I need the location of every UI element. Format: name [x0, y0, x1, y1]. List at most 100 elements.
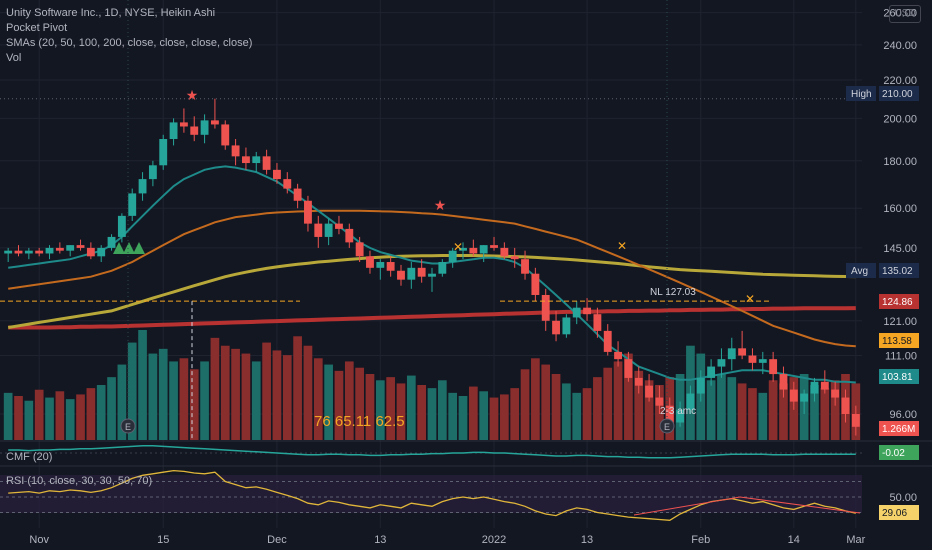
volume-bar — [531, 358, 540, 440]
candle-body — [676, 409, 685, 423]
volume-bar — [644, 380, 654, 440]
volume-bar — [386, 377, 395, 440]
rsi-tick-label: 50.00 — [889, 492, 917, 504]
cmf-tag: -0.02 — [882, 448, 905, 459]
price-tick-label: 96.00 — [889, 409, 917, 421]
candle-body — [304, 200, 312, 224]
candle-body — [345, 228, 354, 243]
candle-body — [707, 366, 716, 378]
candle-body — [562, 317, 571, 335]
candle-body — [355, 242, 364, 257]
time-tick-label: Feb — [691, 534, 710, 546]
cmf-tag-bg — [879, 445, 919, 460]
volume-bar — [220, 345, 230, 440]
volume-bar — [541, 364, 551, 440]
candle-body — [614, 351, 623, 360]
time-tick-label: 13 — [581, 534, 593, 546]
time-tick-label: 13 — [374, 534, 386, 546]
volume-bar — [355, 367, 364, 440]
candle-body — [97, 247, 106, 257]
volume-bar — [65, 399, 75, 440]
volume-bar — [189, 369, 199, 440]
candles — [4, 98, 860, 436]
volume-bar — [282, 355, 292, 440]
earnings-letter: E — [664, 422, 670, 432]
candle-body — [35, 250, 44, 254]
volume-bar — [820, 388, 830, 440]
volume-bar — [303, 345, 313, 440]
legend-indicator-vol[interactable]: Vol — [6, 52, 22, 64]
volume-bar — [96, 385, 106, 440]
sma20-tag-bg — [879, 369, 919, 384]
volume-bar — [334, 370, 344, 440]
volume-bar — [779, 383, 788, 440]
candle-body — [851, 414, 860, 427]
candle-body — [14, 250, 23, 254]
price-axis[interactable]: 260.00 240.00 220.00 200.00 180.00 160.00 145.… — [883, 8, 917, 421]
candle-body — [521, 259, 529, 274]
volume-bar — [200, 361, 209, 440]
overlay-numbers: 76 65.11 62.5 — [314, 413, 405, 430]
high-tag: 210.00 — [882, 89, 913, 100]
candle-body — [273, 169, 281, 180]
volume-bar — [86, 388, 96, 440]
star-marker: ★ — [434, 197, 447, 213]
candle-body — [86, 247, 95, 257]
time-tick-label: 2022 — [482, 534, 506, 546]
volume-bar — [344, 361, 354, 440]
volume-bar — [469, 386, 478, 440]
cross-marker: ✕ — [745, 292, 755, 306]
candle-body — [169, 122, 178, 140]
candle-body — [241, 156, 250, 164]
candle-body — [510, 256, 519, 260]
volume-bar — [489, 397, 499, 440]
candle-body — [552, 320, 560, 335]
volume-bar — [706, 380, 716, 440]
volume-tag: 1.266M — [882, 424, 915, 435]
legend-indicator-smas[interactable]: SMAs (20, 50, 100, 200, close, close, cl… — [6, 37, 253, 49]
candle-body — [583, 307, 591, 315]
candle-body — [148, 165, 157, 180]
price-tick-label: 121.00 — [883, 316, 917, 328]
time-axis[interactable]: Nov 15 Dec 13 2022 13 Feb 14 Mar — [29, 534, 865, 546]
price-tick-label: 220.00 — [883, 75, 917, 87]
nl-label: NL 127.03 — [650, 287, 696, 298]
candle-body — [500, 247, 509, 257]
volume-bar — [76, 394, 85, 440]
rsi-tag: 29.06 — [882, 508, 907, 519]
candle-body — [262, 156, 271, 170]
avg-tag-bg — [879, 263, 919, 278]
time-tick-label: 15 — [157, 534, 169, 546]
volume-bar — [737, 383, 747, 440]
volume-bar — [603, 367, 613, 440]
volume-bar — [448, 392, 458, 440]
candle-body — [4, 250, 13, 254]
volume-tag-bg — [879, 421, 919, 436]
candle-body — [841, 397, 850, 415]
volume-bar — [375, 380, 385, 440]
candle-body — [490, 245, 498, 248]
candle-body — [459, 247, 467, 251]
volume-bar — [158, 348, 168, 440]
volume-bar — [830, 380, 840, 440]
legend-indicator-pocket-pivot[interactable]: Pocket Pivot — [6, 22, 68, 34]
avg-tag: 135.02 — [882, 266, 913, 277]
volume-bar — [417, 385, 427, 440]
volume-bar — [148, 353, 158, 440]
candle-body — [727, 348, 736, 360]
earnings-note: 2-3 amc — [660, 406, 696, 417]
volume-bar — [510, 388, 520, 440]
volume-bar — [406, 375, 416, 440]
rsi-tag-bg — [879, 505, 919, 520]
candle-body — [107, 236, 116, 248]
candle-body — [696, 377, 705, 394]
candle-body — [779, 374, 788, 390]
volume-bar — [169, 361, 178, 440]
volume-bar — [551, 374, 561, 440]
volume-bar — [14, 396, 23, 440]
time-tick-label: 14 — [788, 534, 800, 546]
volume-bar — [562, 383, 571, 440]
annotations: NL 127.03 ★ ★ ✕ ✕ ✕ 76 65.11 62.5 2-3 amc E E — [0, 0, 862, 440]
currency-badge[interactable]: USD — [889, 5, 921, 23]
